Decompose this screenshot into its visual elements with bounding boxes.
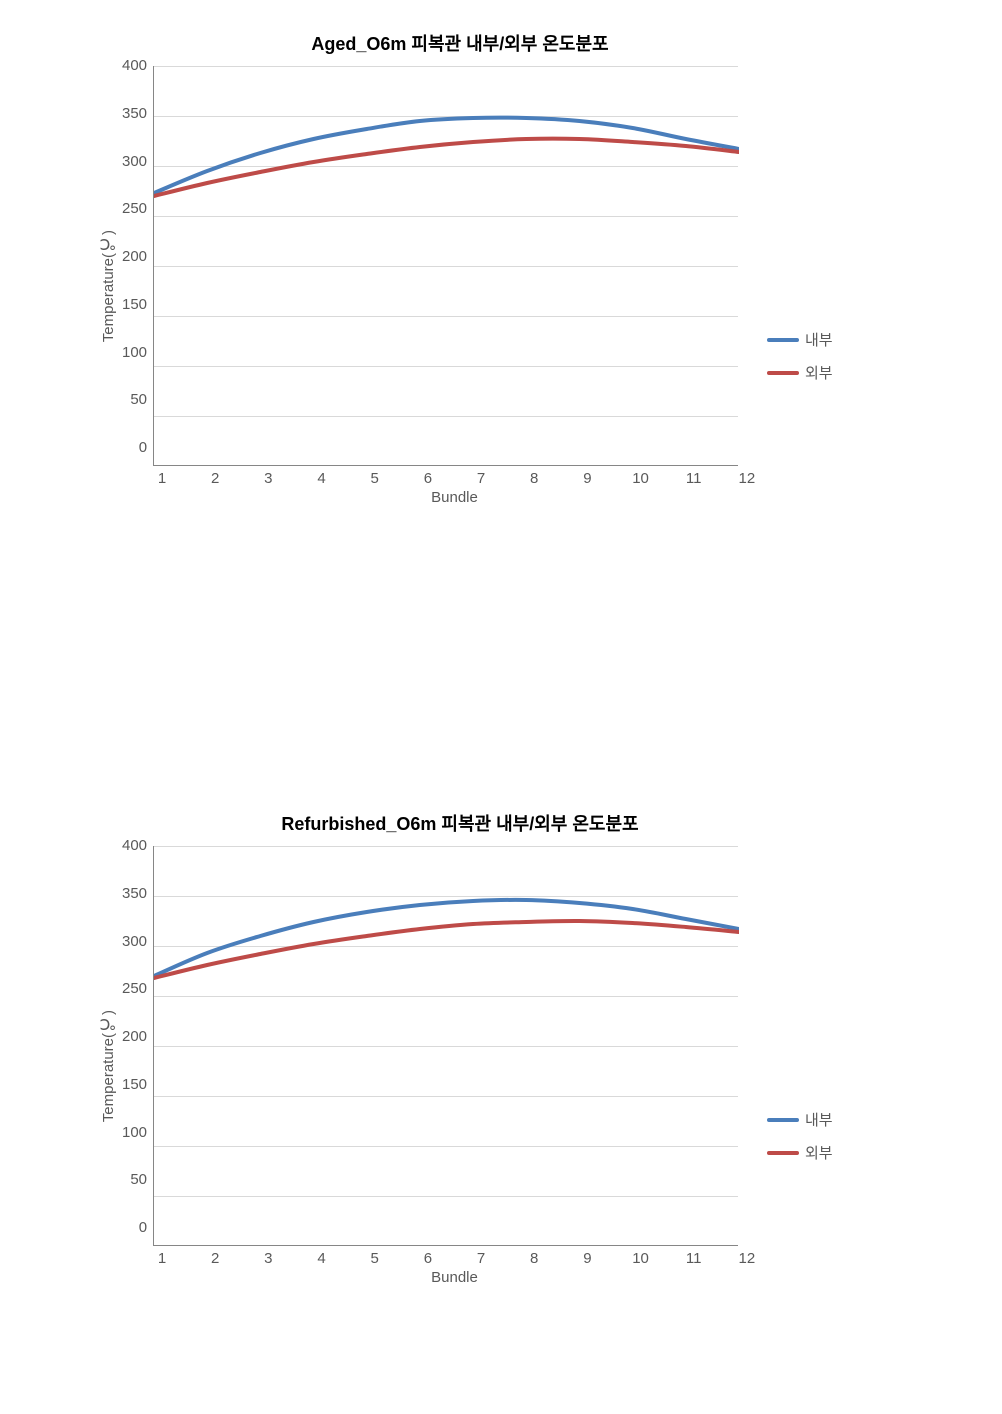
series-line: [154, 139, 739, 196]
x-tick: 8: [524, 1250, 544, 1267]
plot-area: [153, 66, 738, 466]
x-tick: 9: [577, 470, 597, 487]
page: Aged_O6m 피복관 내부/외부 온도분포 Temperature(℃) 4…: [0, 0, 1002, 1414]
legend-swatch: [767, 1151, 799, 1155]
x-tick: 9: [577, 1250, 597, 1267]
y-tick: 250: [122, 200, 147, 218]
legend-label: 내부: [805, 1109, 833, 1130]
y-tick: 100: [122, 344, 147, 362]
legend-item: 외부: [767, 362, 833, 383]
y-tick: 300: [122, 933, 147, 951]
y-axis-label: Temperature(℃): [100, 1010, 122, 1122]
y-tick: 0: [139, 439, 147, 457]
y-tick: 100: [122, 1124, 147, 1142]
y-tick: 50: [130, 1171, 147, 1189]
y-axis-label: Temperature(℃): [100, 230, 122, 342]
legend-item: 내부: [767, 1109, 833, 1130]
x-tick: 7: [471, 1250, 491, 1267]
x-tick: 12: [737, 470, 757, 487]
legend-label: 내부: [805, 329, 833, 350]
series-line: [154, 900, 739, 976]
y-tick: 200: [122, 248, 147, 266]
legend-swatch: [767, 338, 799, 342]
plot-wrap: 400350300250200150100500: [122, 846, 747, 1246]
x-tick: 11: [684, 1250, 704, 1267]
y-tick: 150: [122, 1076, 147, 1094]
y-tick: 300: [122, 153, 147, 171]
x-tick: 5: [365, 470, 385, 487]
x-tick: 8: [524, 470, 544, 487]
x-axis-label: Bundle: [162, 489, 747, 506]
x-tick: 2: [205, 470, 225, 487]
x-ticks: 123456789101112: [162, 1250, 747, 1267]
x-tick: 2: [205, 1250, 225, 1267]
chart-refurbished: Refurbished_O6m 피복관 내부/외부 온도분포 Temperatu…: [100, 810, 920, 1286]
y-tick: 200: [122, 1028, 147, 1046]
legend-item: 외부: [767, 1142, 833, 1163]
legend-swatch: [767, 371, 799, 375]
x-axis-label: Bundle: [162, 1269, 747, 1286]
y-ticks: 400 350 300 250 200 150 100 50 0: [122, 837, 153, 1237]
legend: 내부외부: [767, 189, 833, 383]
x-tick: 10: [631, 1250, 651, 1267]
y-tick: 350: [122, 885, 147, 903]
legend-label: 외부: [805, 1142, 833, 1163]
series-line: [154, 118, 739, 193]
y-tick: 150: [122, 296, 147, 314]
x-tick: 10: [631, 470, 651, 487]
y-tick: 0: [139, 1219, 147, 1237]
x-tick: 11: [684, 470, 704, 487]
legend-item: 내부: [767, 329, 833, 350]
y-tick: 350: [122, 105, 147, 123]
x-tick: 7: [471, 470, 491, 487]
y-tick: 400: [122, 837, 147, 855]
y-tick: 250: [122, 980, 147, 998]
x-tick: 3: [258, 1250, 278, 1267]
x-tick: 1: [152, 470, 172, 487]
chart-aged: Aged_O6m 피복관 내부/외부 온도분포 Temperature(℃) 4…: [100, 30, 920, 506]
chart-title: Aged_O6m 피복관 내부/외부 온도분포: [100, 30, 920, 56]
x-tick: 5: [365, 1250, 385, 1267]
x-tick: 4: [312, 1250, 332, 1267]
x-tick: 6: [418, 470, 438, 487]
plot-container: 400350300250200150100500 123456789101112…: [122, 66, 747, 506]
x-tick: 4: [312, 470, 332, 487]
chart-title: Refurbished_O6m 피복관 내부/외부 온도분포: [100, 810, 920, 836]
x-tick: 1: [152, 1250, 172, 1267]
chart-body: Temperature(℃) 400350300250200150100500 …: [100, 846, 920, 1286]
series-line: [154, 921, 739, 978]
legend: 내부외부: [767, 969, 833, 1163]
series-svg: [154, 66, 739, 466]
x-tick: 3: [258, 470, 278, 487]
legend-swatch: [767, 1118, 799, 1122]
plot-container: 400350300250200150100500 123456789101112…: [122, 846, 747, 1286]
legend-label: 외부: [805, 362, 833, 383]
y-tick: 400: [122, 57, 147, 75]
series-svg: [154, 846, 739, 1246]
plot-area: [153, 846, 738, 1246]
x-ticks: 123456789101112: [162, 470, 747, 487]
x-tick: 6: [418, 1250, 438, 1267]
chart-body: Temperature(℃) 400350300250200150100500 …: [100, 66, 920, 506]
x-tick: 12: [737, 1250, 757, 1267]
plot-wrap: 400350300250200150100500: [122, 66, 747, 466]
y-ticks: 400 350 300 250 200 150 100 50 0: [122, 57, 153, 457]
y-tick: 50: [130, 391, 147, 409]
